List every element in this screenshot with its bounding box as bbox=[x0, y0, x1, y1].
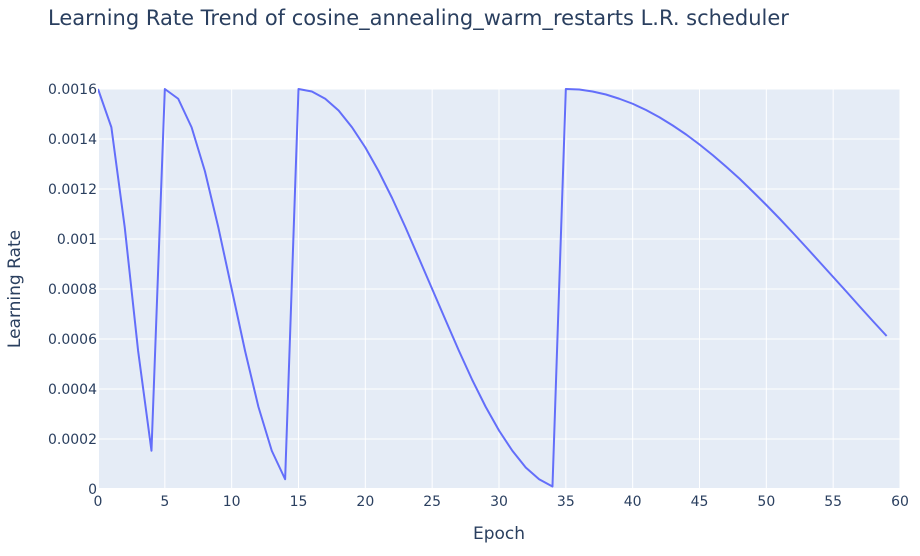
y-tick-label: 0 bbox=[88, 482, 97, 498]
x-tick-label: 10 bbox=[223, 494, 241, 510]
x-tick-label: 35 bbox=[557, 494, 575, 510]
x-tick-label: 0 bbox=[94, 494, 103, 510]
y-tick-label: 0.0008 bbox=[48, 282, 97, 298]
x-tick-label: 25 bbox=[423, 494, 441, 510]
x-tick-label: 5 bbox=[160, 494, 169, 510]
y-tick-label: 0.0002 bbox=[48, 432, 97, 448]
y-tick-label: 0.0004 bbox=[48, 382, 97, 398]
series-line bbox=[98, 88, 888, 488]
y-tick-label: 0.0014 bbox=[48, 132, 97, 148]
x-tick-label: 30 bbox=[490, 494, 508, 510]
x-tick-label: 55 bbox=[824, 494, 842, 510]
y-tick-label: 0.0012 bbox=[48, 182, 97, 198]
x-tick-label: 45 bbox=[691, 494, 709, 510]
x-axis-title: Epoch bbox=[473, 524, 525, 544]
y-tick-label: 0.0016 bbox=[48, 82, 97, 98]
x-tick-label: 15 bbox=[290, 494, 308, 510]
x-tick-label: 50 bbox=[757, 494, 775, 510]
x-tick-label: 20 bbox=[356, 494, 374, 510]
y-tick-label: 0.001 bbox=[57, 232, 97, 248]
x-tick-label: 60 bbox=[891, 494, 909, 510]
x-tick-label: 40 bbox=[624, 494, 642, 510]
chart-title: Learning Rate Trend of cosine_annealing_… bbox=[48, 6, 789, 30]
y-tick-label: 0.0006 bbox=[48, 332, 97, 348]
y-axis-title: Learning Rate bbox=[5, 230, 25, 348]
